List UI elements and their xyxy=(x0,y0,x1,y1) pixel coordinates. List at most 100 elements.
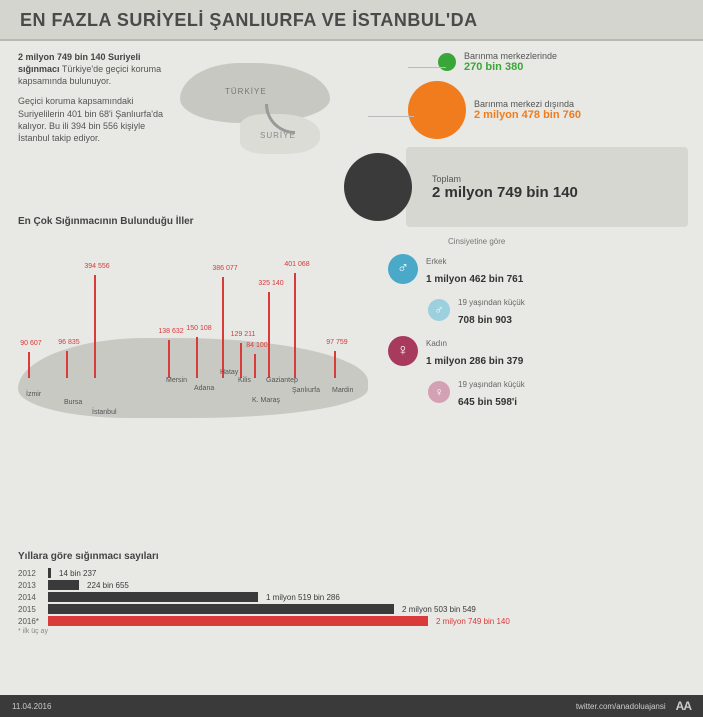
total-dot xyxy=(344,153,412,221)
intro-text: 2 milyon 749 bin 140 Suriyeli sığınmacı … xyxy=(18,51,168,144)
city-name: Şanlıurfa xyxy=(292,387,320,394)
city-bar: 90 607İzmir xyxy=(28,352,30,378)
footer-logo: AA xyxy=(676,699,691,713)
year-bar xyxy=(48,568,51,578)
year-label: 2015 xyxy=(18,605,48,614)
bubble-stats: Barınma merkezlerinde 270 bin 380 Barınm… xyxy=(368,51,688,415)
shelter-dot xyxy=(438,53,456,71)
year-row: 2012 14 bin 237 xyxy=(18,568,683,578)
female-label: Kadın xyxy=(426,339,447,348)
year-label: 2013 xyxy=(18,581,48,590)
header-bar: EN FAZLA SURİYELİ ŞANLIURFA VE İSTANBUL'… xyxy=(0,0,703,41)
gender-breakdown: Cinsiyetine göre ♂ Erkek 1 milyon 462 bin… xyxy=(368,237,688,410)
bubble-outside: Barınma merkezi dışında 2 milyon 478 bin… xyxy=(408,81,688,139)
footer-date: 11.04.2016 xyxy=(12,702,51,711)
year-row: 2013 224 bin 655 xyxy=(18,580,683,590)
year-row: 2015 2 milyon 503 bin 549 xyxy=(18,604,683,614)
city-name: Mardin xyxy=(332,387,353,394)
gender-female: ♀ Kadın 1 milyon 286 bin 379 xyxy=(388,333,688,369)
male-label: Erkek xyxy=(426,257,446,266)
outside-label: Barınma merkezi dışında xyxy=(474,99,581,109)
female-u19-value: 645 bin 598'i xyxy=(458,397,517,408)
year-bar xyxy=(48,604,394,614)
year-value: 14 bin 237 xyxy=(59,569,96,578)
year-row: 2016* 2 milyon 749 bin 140 xyxy=(18,616,683,626)
city-name: Kilis xyxy=(238,377,251,384)
city-value: 386 077 xyxy=(208,265,242,272)
gender-header: Cinsiyetine göre xyxy=(448,237,688,246)
gender-female-u19: ♀ 19 yaşından küçük 645 bin 598'i xyxy=(428,374,688,410)
cities-title: En Çok Sığınmacının Bulunduğu İller xyxy=(18,216,373,227)
city-value: 150 108 xyxy=(182,325,216,332)
city-value: 394 556 xyxy=(80,263,114,270)
years-rows: 2012 14 bin 237 2013 224 bin 655 2014 1 milyo… xyxy=(18,568,683,626)
content-area: 2 milyon 749 bin 140 Suriyeli sığınmacı … xyxy=(0,41,703,53)
year-value: 2 milyon 503 bin 549 xyxy=(402,605,476,614)
year-bar xyxy=(48,592,258,602)
lead-line xyxy=(408,67,446,68)
years-note: * ilk üç ay xyxy=(18,628,683,635)
intro-p2: Geçici koruma kapsamındaki Suriyelilerin… xyxy=(18,95,168,144)
gender-male-u19: ♂ 19 yaşından küçük 708 bin 903 xyxy=(428,292,688,328)
city-bar: 97 759Mardin xyxy=(334,351,336,378)
city-name: İzmir xyxy=(26,391,41,398)
female-u19-label: 19 yaşından küçük xyxy=(458,380,525,389)
years-title: Yıllara göre sığınmacı sayıları xyxy=(18,551,683,562)
year-label: 2014 xyxy=(18,593,48,602)
bubble-shelter: Barınma merkezlerinde 270 bin 380 xyxy=(438,51,688,73)
turkey-label: TÜRKİYE xyxy=(225,87,267,96)
total-label: Toplam xyxy=(432,174,578,184)
turkey-map-bg xyxy=(18,338,368,418)
female-u19-icon: ♀ xyxy=(428,381,450,403)
year-row: 2014 1 milyon 519 bin 286 xyxy=(18,592,683,602)
female-value: 1 milyon 286 bin 379 xyxy=(426,356,523,367)
male-u19-label: 19 yaşından küçük xyxy=(458,298,525,307)
year-bar xyxy=(48,616,428,626)
city-bar: 325 140Gaziantep xyxy=(268,292,270,378)
city-name: İstanbul xyxy=(92,409,117,416)
city-value: 129 211 xyxy=(226,331,260,338)
city-bar: 150 108Adana xyxy=(196,337,198,378)
year-label: 2016* xyxy=(18,617,48,626)
year-value: 1 milyon 519 bin 286 xyxy=(266,593,340,602)
lead-line xyxy=(368,116,414,117)
shelter-value: 270 bin 380 xyxy=(464,61,523,73)
year-value: 2 milyon 749 bin 140 xyxy=(436,617,510,626)
city-bar: 84 100K. Maraş xyxy=(254,354,256,378)
year-label: 2012 xyxy=(18,569,48,578)
city-bar: 96 835Bursa xyxy=(66,351,68,378)
city-value: 96 835 xyxy=(52,339,86,346)
male-icon: ♂ xyxy=(388,254,418,284)
city-bar: 138 632Mersin xyxy=(168,340,170,378)
total-value: 2 milyon 749 bin 140 xyxy=(432,184,578,201)
outside-value: 2 milyon 478 bin 760 xyxy=(474,109,581,121)
city-name: Hatay xyxy=(220,369,238,376)
cities-chart: 90 607İzmir96 835Bursa394 556İstanbul138… xyxy=(18,233,373,418)
city-name: Bursa xyxy=(64,399,82,406)
female-icon: ♀ xyxy=(388,336,418,366)
shelter-label: Barınma merkezlerinde xyxy=(464,51,557,61)
cities-chart-section: En Çok Sığınmacının Bulunduğu İller 90 6… xyxy=(18,216,373,418)
bubble-total: Toplam 2 milyon 749 bin 140 xyxy=(406,147,688,227)
footer-bar: 11.04.2016 twitter.com/anadoluajansi AA xyxy=(0,695,703,717)
city-bar: 394 556İstanbul xyxy=(94,275,96,378)
years-chart-section: Yıllara göre sığınmacı sayıları 2012 14 b… xyxy=(18,551,683,635)
city-bar: 386 077Hatay xyxy=(222,277,224,378)
year-bar xyxy=(48,580,79,590)
city-value: 401 068 xyxy=(280,261,314,268)
city-name: Adana xyxy=(194,385,214,392)
male-value: 1 milyon 462 bin 761 xyxy=(426,274,523,285)
city-value: 97 759 xyxy=(320,339,354,346)
page-title: EN FAZLA SURİYELİ ŞANLIURFA VE İSTANBUL'… xyxy=(20,10,683,31)
footer-twitter: twitter.com/anadoluajansi xyxy=(576,702,666,711)
map-turkey-syria: TÜRKİYE SURİYE xyxy=(170,59,340,159)
male-u19-value: 708 bin 903 xyxy=(458,315,512,326)
city-bar: 401 068Şanlıurfa xyxy=(294,273,296,378)
city-name: Mersin xyxy=(166,377,187,384)
outside-dot xyxy=(408,81,466,139)
year-value: 224 bin 655 xyxy=(87,581,129,590)
city-value: 325 140 xyxy=(254,280,288,287)
male-u19-icon: ♂ xyxy=(428,299,450,321)
city-name: K. Maraş xyxy=(252,397,280,404)
city-name: Gaziantep xyxy=(266,377,298,384)
